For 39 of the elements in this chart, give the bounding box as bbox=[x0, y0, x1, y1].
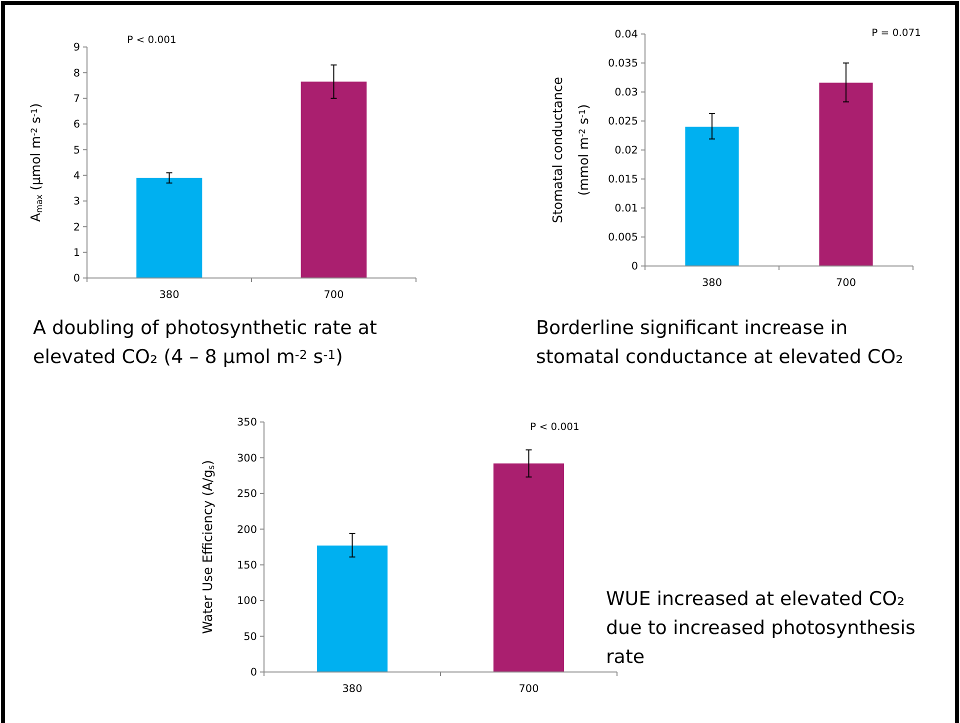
y-tick-label: 0 bbox=[250, 666, 257, 679]
y-tick-label: 8 bbox=[73, 67, 80, 80]
y-tick-label: 0 bbox=[631, 260, 638, 273]
annotation: WUE increased at elevated CO₂ due to increased photosynthesis rate bbox=[606, 588, 916, 668]
y-tick-label: 9 bbox=[73, 42, 80, 54]
text: P < 0.001 bbox=[127, 35, 176, 46]
y-tick-label: 5 bbox=[73, 144, 80, 156]
annotation: P = 0.071 bbox=[872, 28, 921, 39]
text: Borderline significant increase in stomatal conductance at elevated CO₂ bbox=[536, 317, 904, 368]
y-tick-label: 2 bbox=[73, 221, 80, 234]
text: A doubling of photosynthetic rate at elevated CO₂ (4 – 8 µmol m$^{-2}$ s$^{-1}$) bbox=[33, 317, 377, 368]
y-tick-label: 100 bbox=[236, 595, 257, 608]
y-tick-label: 3 bbox=[73, 196, 80, 208]
y-tick-label: 4 bbox=[73, 170, 80, 182]
y-tick-label: 300 bbox=[236, 452, 257, 464]
annotation: P < 0.001 bbox=[530, 422, 580, 433]
y-tick-label: 0.015 bbox=[608, 174, 638, 186]
y-tick-label: 0.04 bbox=[614, 28, 638, 41]
x-tick-label: 380 bbox=[702, 277, 722, 289]
y-tick-label: 0.03 bbox=[614, 86, 638, 99]
y-tick-label: 0.005 bbox=[608, 232, 638, 244]
x-tick-label: 380 bbox=[342, 683, 362, 695]
y-tick-label: 200 bbox=[236, 524, 257, 536]
y-tick-label: 0 bbox=[73, 272, 80, 285]
y-tick-label: 150 bbox=[236, 560, 257, 572]
x-tick-label: 700 bbox=[518, 683, 539, 695]
y-tick-label: 6 bbox=[73, 118, 80, 131]
x-tick-label: 380 bbox=[159, 289, 180, 301]
y-tick-label: 0.01 bbox=[614, 202, 638, 215]
x-tick-label: 700 bbox=[324, 289, 344, 301]
y-tick-label: 250 bbox=[236, 488, 257, 500]
y-tick-label: 350 bbox=[236, 416, 257, 429]
y-tick-label: 0.02 bbox=[614, 144, 638, 157]
y-tick-label: 7 bbox=[73, 93, 80, 106]
y-tick-label: 0.025 bbox=[608, 116, 638, 128]
x-tick-label: 700 bbox=[836, 277, 856, 289]
y-tick-label: 0.035 bbox=[608, 58, 638, 70]
y-tick-label: 50 bbox=[244, 630, 257, 643]
y-tick-label: 1 bbox=[73, 247, 80, 260]
